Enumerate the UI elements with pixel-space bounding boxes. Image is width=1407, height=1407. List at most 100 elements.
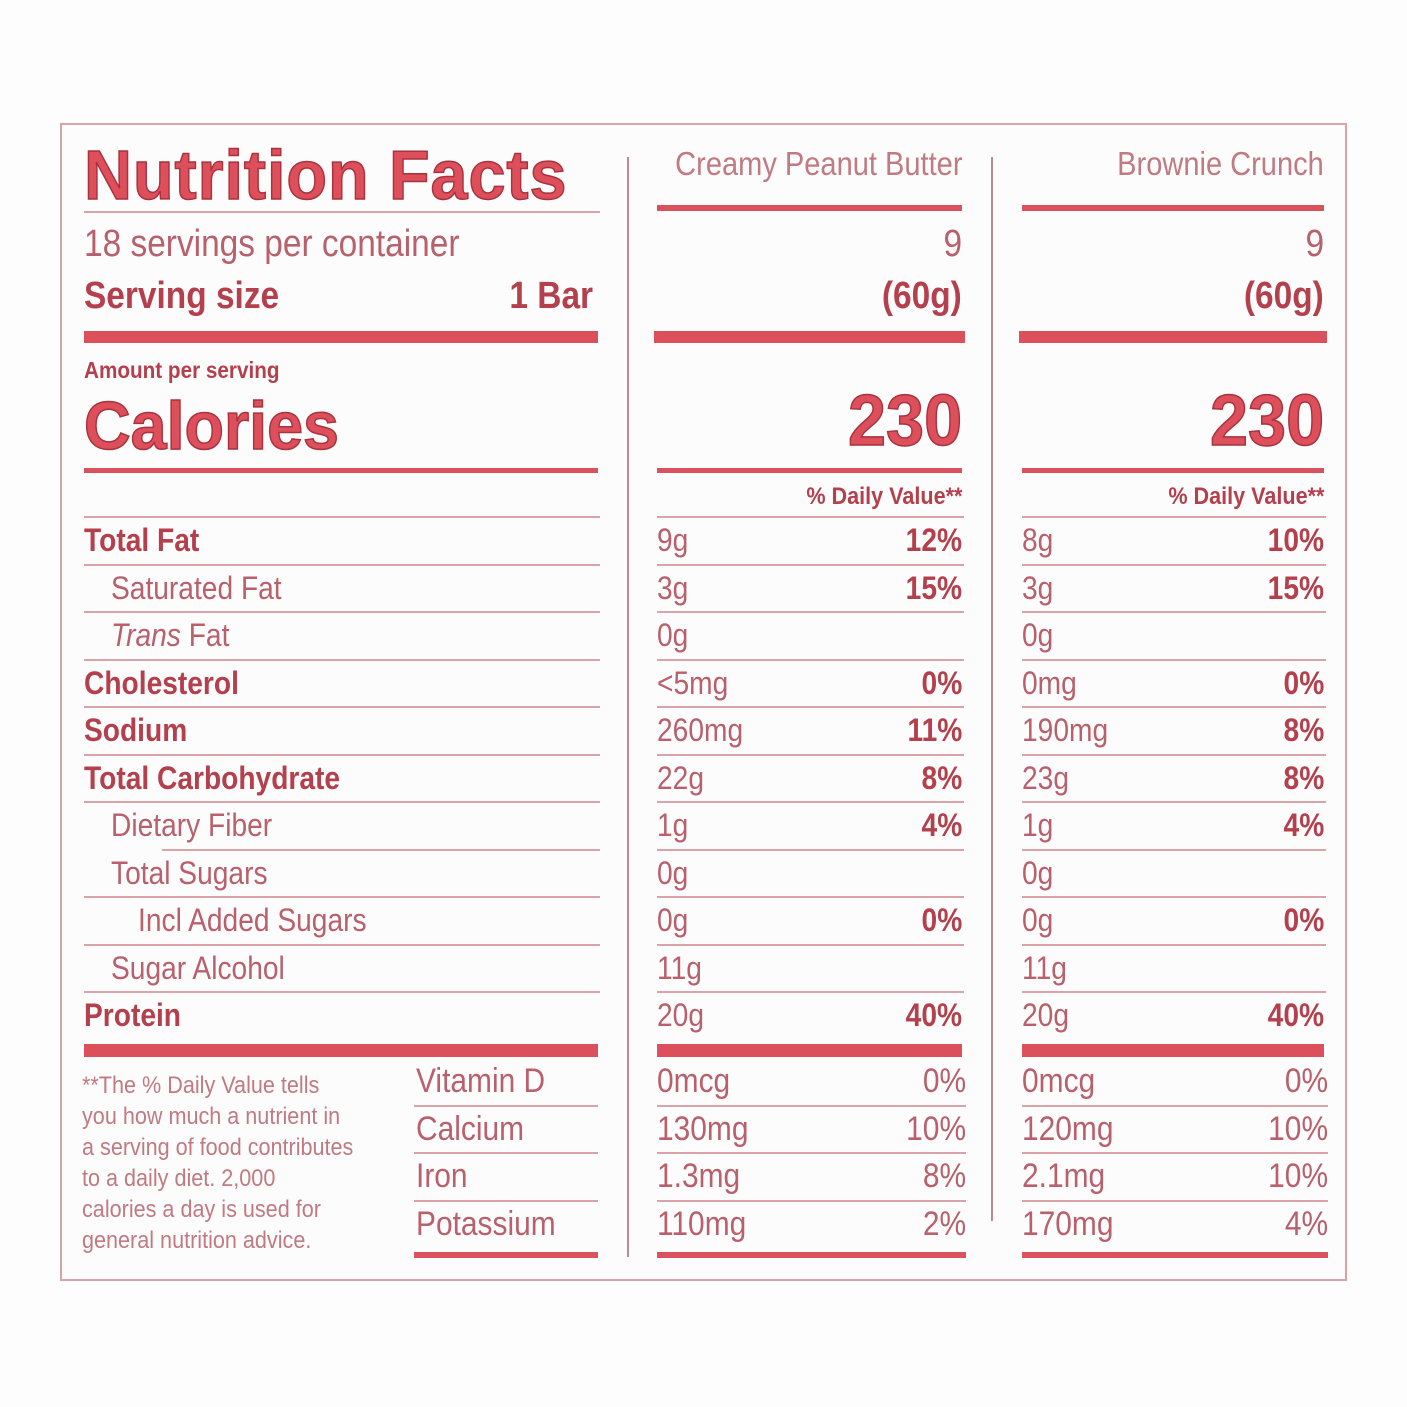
nutrient-amount: 11g	[1022, 949, 1067, 986]
vitamin-amount: 170mg	[1022, 1204, 1114, 1243]
footnote-line: **The % Daily Value tells	[82, 1072, 320, 1099]
footnote-line: a serving of food contributes	[82, 1134, 354, 1161]
row-divider	[657, 801, 964, 803]
row-divider	[1022, 991, 1326, 993]
vitamin-daily-value: 10%	[906, 1109, 966, 1148]
vitamin-daily-value: 4%	[1284, 1204, 1328, 1243]
row-divider	[657, 563, 964, 566]
vitamin-amount: 2.1mg	[1022, 1157, 1106, 1195]
medium-rule	[1022, 468, 1324, 473]
product-name: Brownie Crunch	[1117, 145, 1324, 182]
row-divider	[1022, 896, 1326, 898]
row-divider	[1022, 801, 1326, 803]
row-divider	[1022, 753, 1326, 756]
nutrient-amount: 0g	[657, 617, 689, 653]
row-divider	[657, 658, 964, 661]
footnote-line: you how much a nutrient in	[82, 1103, 341, 1130]
nutrient-daily-value: 8%	[921, 759, 962, 796]
nutrient-daily-value: 0%	[1283, 664, 1324, 701]
nutrient-daily-value: 8%	[1283, 712, 1324, 748]
footnote-line: general nutrition advice.	[82, 1227, 312, 1254]
row-divider	[657, 753, 964, 756]
thick-rule	[657, 1044, 962, 1057]
nutrient-amount: 0g	[1022, 617, 1054, 653]
nutrient-label-italic: Trans	[111, 617, 181, 653]
row-divider	[1022, 611, 1326, 613]
row-divider	[414, 1104, 598, 1107]
daily-value-header: % Daily Value**	[805, 483, 962, 510]
row-divider	[1022, 1199, 1328, 1202]
product-serving-weight: (60g)	[1244, 275, 1324, 317]
nutrient-label: Saturated Fat	[111, 569, 282, 606]
product-servings: 9	[943, 223, 962, 265]
thick-rule	[84, 331, 598, 343]
row-divider	[84, 753, 600, 756]
row-divider	[414, 1152, 598, 1154]
vitamin-daily-value: 0%	[922, 1062, 966, 1100]
row-divider	[1022, 563, 1326, 566]
nutrient-label: Total Carbohydrate	[84, 759, 341, 796]
nutrient-amount: 0mg	[1022, 664, 1077, 701]
row-divider	[84, 516, 600, 518]
vitamin-daily-value: 0%	[1284, 1062, 1328, 1100]
product-calories: 230	[1209, 380, 1325, 462]
amount-per-serving: Amount per serving	[84, 357, 280, 383]
nutrient-amount: <5mg	[657, 664, 729, 701]
nutrient-amount: 0g	[1022, 854, 1054, 891]
thick-rule	[84, 1044, 598, 1057]
medium-rule	[657, 205, 962, 211]
vitamin-amount: 120mg	[1022, 1109, 1114, 1148]
row-divider	[414, 1199, 598, 1202]
nutrient-daily-value: 11%	[907, 712, 962, 748]
servings-per-container: 18 servings per container	[84, 223, 460, 265]
vitamin-amount: 0mcg	[657, 1062, 731, 1100]
thick-rule	[1019, 331, 1327, 343]
nutrient-daily-value: 40%	[905, 997, 962, 1033]
row-divider	[1022, 658, 1326, 661]
nutrient-daily-value: 15%	[905, 569, 962, 606]
nutrient-amount: 190mg	[1022, 712, 1109, 748]
nutrient-amount: 20g	[1022, 997, 1069, 1033]
nutrient-daily-value: 10%	[1267, 522, 1324, 558]
footnote-line: calories a day is used for	[82, 1196, 321, 1223]
row-divider	[84, 801, 600, 803]
medium-rule	[414, 1252, 598, 1258]
nutrient-amount: 0g	[657, 854, 689, 891]
row-divider	[84, 706, 600, 708]
nutrient-amount: 3g	[657, 569, 689, 606]
row-divider	[1022, 1152, 1328, 1154]
row-divider	[657, 848, 964, 851]
row-divider	[84, 611, 600, 613]
nutrient-amount: 0g	[1022, 902, 1054, 938]
vitamin-amount: 0mcg	[1022, 1062, 1096, 1100]
nutrient-amount: 0g	[657, 902, 689, 938]
nutrient-label-text: Fat	[180, 617, 230, 653]
nutrient-daily-value: 0%	[921, 664, 962, 701]
vitamin-daily-value: 8%	[922, 1157, 966, 1195]
calories-label: Calories	[83, 387, 339, 465]
nutrient-amount: 23g	[1022, 759, 1069, 796]
label-title: Nutrition Facts	[83, 135, 568, 215]
vitamin-amount: 1.3mg	[657, 1157, 741, 1195]
vitamin-amount: 110mg	[657, 1204, 747, 1243]
medium-rule	[1022, 1252, 1328, 1258]
row-divider	[1022, 706, 1326, 708]
thick-rule	[654, 331, 965, 343]
row-divider	[657, 611, 964, 613]
row-divider	[657, 1199, 966, 1202]
nutrient-daily-value: 4%	[1283, 807, 1324, 843]
row-divider	[1022, 943, 1326, 946]
row-divider	[657, 943, 964, 946]
serving-size-value: 1 Bar	[509, 275, 593, 317]
daily-value-footnote: **The % Daily Value tells you how much a…	[82, 1070, 412, 1256]
row-divider	[1022, 1104, 1328, 1107]
nutrient-label: Trans Fat	[111, 617, 229, 654]
vitamin-label: Iron	[416, 1157, 468, 1195]
medium-rule	[1022, 205, 1324, 211]
vitamin-label: Vitamin D	[416, 1062, 546, 1100]
row-divider	[84, 658, 600, 661]
divider	[84, 211, 600, 213]
row-divider	[84, 563, 600, 566]
thick-rule	[1022, 1044, 1324, 1057]
nutrient-label: Incl Added Sugars	[138, 902, 367, 938]
